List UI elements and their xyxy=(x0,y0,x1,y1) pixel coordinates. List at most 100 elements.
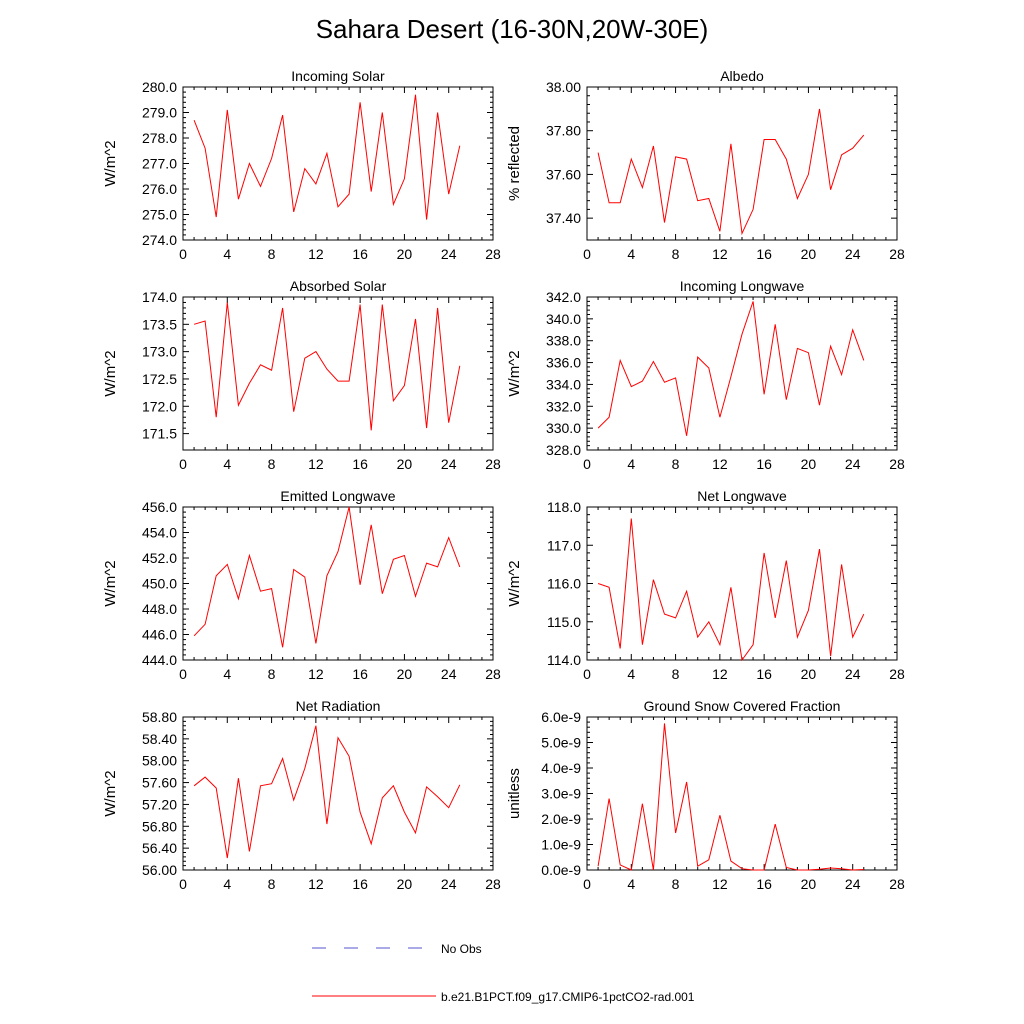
x-tick-label: 20 xyxy=(397,246,413,262)
x-tick-label: 8 xyxy=(672,666,680,682)
plot-frame xyxy=(586,506,898,661)
x-tick-label: 12 xyxy=(712,246,728,262)
x-tick-label: 12 xyxy=(712,456,728,472)
x-tick-label: 20 xyxy=(397,456,413,472)
plot-frame xyxy=(586,296,898,451)
panel-title: Net Radiation xyxy=(296,698,381,714)
x-tick-label: 24 xyxy=(845,666,861,682)
y-tick-label: 58.00 xyxy=(142,753,177,769)
y-tick-label: 456.0 xyxy=(142,499,177,515)
x-tick-label: 8 xyxy=(268,456,276,472)
x-tick-label: 28 xyxy=(485,666,501,682)
x-tick-label: 16 xyxy=(352,456,368,472)
x-tick-label: 12 xyxy=(308,666,324,682)
x-tick-label: 20 xyxy=(801,876,817,892)
plot-frame xyxy=(182,506,494,661)
panel-title: Albedo xyxy=(720,68,764,84)
y-tick-label: 58.80 xyxy=(142,709,177,725)
panel-title: Ground Snow Covered Fraction xyxy=(644,698,841,714)
x-tick-label: 8 xyxy=(672,246,680,262)
panel-5: Emitted Longwave W/m^2 0 4 8 12 16 20 24 28 444.0 4… xyxy=(102,488,501,682)
x-tick-label: 4 xyxy=(627,246,635,262)
x-tick-label: 12 xyxy=(712,666,728,682)
x-tick-label: 16 xyxy=(352,876,368,892)
x-tick-label: 16 xyxy=(756,876,772,892)
panel-title: Net Longwave xyxy=(697,488,787,504)
y-tick-label: 276.0 xyxy=(142,181,177,197)
series-line xyxy=(597,723,864,871)
y-tick-label: 5.0e-9 xyxy=(541,735,581,751)
panel-title: Absorbed Solar xyxy=(290,278,387,294)
y-axis-label: W/m^2 xyxy=(102,140,119,186)
plot-frame xyxy=(586,716,898,871)
x-tick-label: 0 xyxy=(583,666,591,682)
x-tick-label: 16 xyxy=(756,456,772,472)
panel-3: Absorbed Solar W/m^2 0 4 8 12 16 20 24 28 171.5 172… xyxy=(102,278,501,472)
y-tick-label: 171.5 xyxy=(142,426,177,442)
x-tick-label: 28 xyxy=(889,246,905,262)
y-tick-label: 172.0 xyxy=(142,398,177,414)
x-tick-label: 20 xyxy=(801,246,817,262)
x-tick-label: 8 xyxy=(268,876,276,892)
x-tick-label: 16 xyxy=(352,666,368,682)
y-tick-label: 37.40 xyxy=(546,210,581,226)
y-tick-label: 277.0 xyxy=(142,156,177,172)
x-tick-label: 8 xyxy=(268,246,276,262)
y-tick-label: 57.20 xyxy=(142,796,177,812)
series-line xyxy=(597,518,865,662)
x-tick-label: 12 xyxy=(308,876,324,892)
x-tick-label: 28 xyxy=(889,876,905,892)
x-tick-label: 12 xyxy=(308,456,324,472)
y-tick-label: 174.0 xyxy=(142,289,177,305)
y-tick-label: 340.0 xyxy=(546,311,581,327)
x-tick-label: 4 xyxy=(223,666,231,682)
y-axis-label: unitless xyxy=(506,768,523,819)
x-tick-label: 28 xyxy=(485,876,501,892)
y-tick-label: 116.0 xyxy=(547,576,581,592)
y-tick-label: 114.0 xyxy=(547,652,581,668)
x-tick-label: 0 xyxy=(583,246,591,262)
panel-6: Net Longwave W/m^2 0 4 8 12 16 20 24 28 114.0 115.0… xyxy=(506,488,905,682)
y-axis-label: W/m^2 xyxy=(102,770,119,816)
x-tick-label: 4 xyxy=(223,456,231,472)
y-axis-label: W/m^2 xyxy=(102,560,119,606)
y-axis-label: W/m^2 xyxy=(506,350,523,396)
y-axis-label: % reflected xyxy=(506,126,523,201)
y-tick-label: 173.5 xyxy=(142,316,177,332)
y-tick-label: 274.0 xyxy=(142,232,177,248)
y-axis-label: W/m^2 xyxy=(102,350,119,396)
panel-8: Ground Snow Covered Fraction unitless 0 4 8 1… xyxy=(506,698,905,892)
x-tick-label: 0 xyxy=(583,456,591,472)
x-tick-label: 0 xyxy=(179,666,187,682)
series-line xyxy=(193,94,461,220)
y-tick-label: 332.0 xyxy=(546,398,581,414)
series-line xyxy=(597,301,865,436)
panel-title: Emitted Longwave xyxy=(280,488,395,504)
plot-frame xyxy=(182,86,494,241)
x-tick-label: 0 xyxy=(179,876,187,892)
y-tick-label: 6.0e-9 xyxy=(541,709,581,725)
x-tick-label: 24 xyxy=(845,876,861,892)
x-tick-label: 28 xyxy=(889,666,905,682)
x-tick-label: 28 xyxy=(889,456,905,472)
y-tick-label: 275.0 xyxy=(142,207,177,223)
y-tick-label: 450.0 xyxy=(142,576,177,592)
panel-title: Incoming Solar xyxy=(291,68,385,84)
x-tick-label: 24 xyxy=(441,456,457,472)
x-tick-label: 8 xyxy=(268,666,276,682)
legend-label-1: No Obs xyxy=(441,942,482,956)
y-tick-label: 452.0 xyxy=(142,550,177,566)
x-tick-label: 16 xyxy=(352,246,368,262)
y-tick-label: 172.5 xyxy=(142,371,177,387)
y-tick-label: 2.0e-9 xyxy=(541,811,581,827)
y-tick-label: 278.0 xyxy=(142,130,177,146)
y-tick-label: 454.0 xyxy=(142,525,177,541)
y-tick-label: 115.0 xyxy=(547,614,581,630)
y-tick-label: 56.40 xyxy=(142,840,177,856)
y-tick-label: 3.0e-9 xyxy=(541,786,581,802)
series-line xyxy=(193,302,461,431)
y-tick-label: 448.0 xyxy=(142,601,177,617)
panel-2: Albedo % reflected 0 4 8 12 16 20 24 28 37.40 37.60… xyxy=(506,68,905,262)
page-title: Sahara Desert (16-30N,20W-30E) xyxy=(315,14,709,44)
